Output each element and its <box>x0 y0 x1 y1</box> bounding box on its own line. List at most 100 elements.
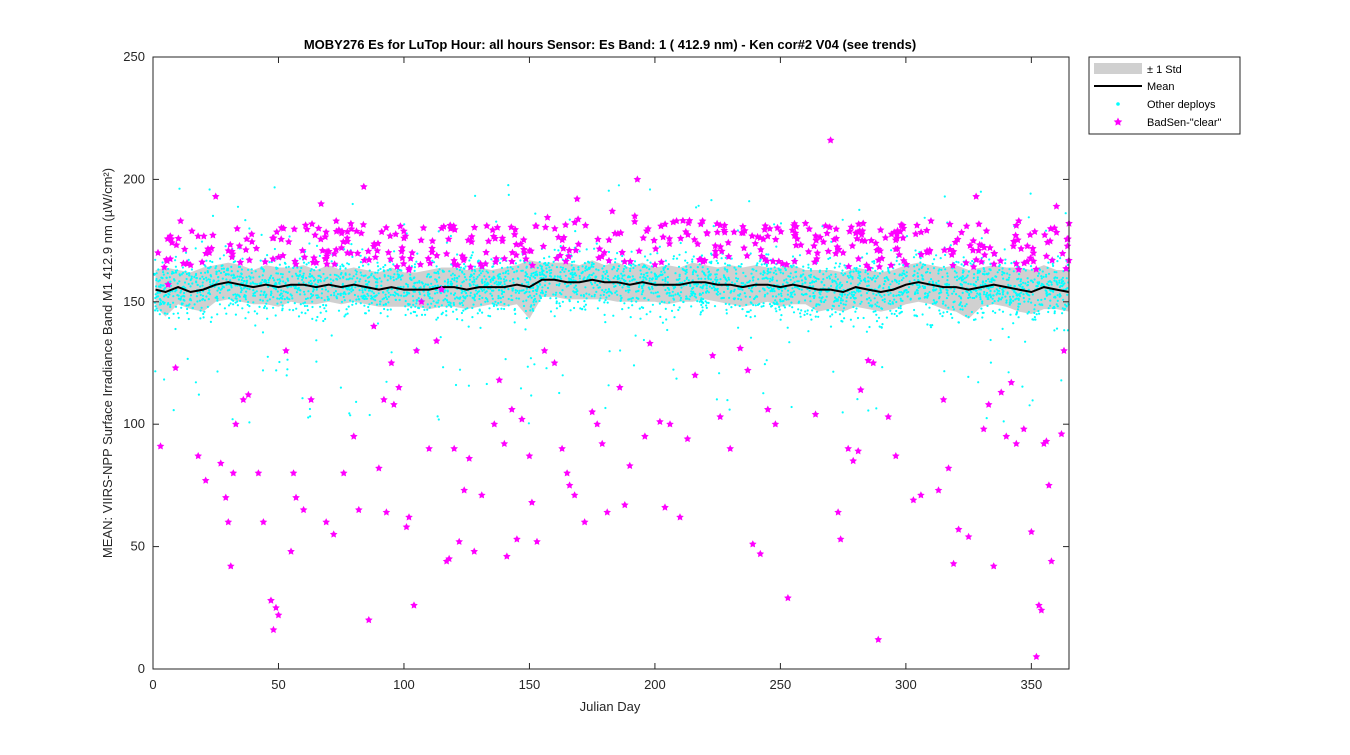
other-deploys-point <box>813 275 816 278</box>
badsen-clear-point <box>390 400 398 408</box>
other-deploys-point <box>938 309 941 312</box>
other-deploys-point <box>458 368 462 371</box>
other-deploys-point <box>775 301 778 304</box>
other-deploys-point <box>650 271 653 274</box>
other-deploys-point <box>573 260 576 263</box>
other-deploys-point <box>1060 379 1063 382</box>
other-deploys-point <box>225 283 228 286</box>
other-deploys-point <box>965 276 968 279</box>
other-deploys-point <box>306 309 309 312</box>
other-deploys-point <box>883 300 886 303</box>
other-deploys-point <box>169 303 172 306</box>
other-deploys-point <box>525 281 528 284</box>
other-deploys-point <box>286 358 289 361</box>
other-deploys-point <box>809 313 812 316</box>
other-deploys-point <box>845 296 848 299</box>
other-deploys-point <box>772 271 776 274</box>
other-deploys-point <box>674 293 677 296</box>
other-deploys-point <box>922 263 925 266</box>
badsen-clear-point <box>878 254 886 262</box>
other-deploys-point <box>628 280 631 283</box>
other-deploys-point <box>881 270 884 273</box>
other-deploys-point <box>449 304 452 307</box>
other-deploys-point <box>928 280 931 283</box>
badsen-clear-point <box>621 501 629 509</box>
other-deploys-point <box>315 360 318 363</box>
other-deploys-point <box>751 276 754 279</box>
other-deploys-point <box>1053 270 1056 274</box>
other-deploys-point <box>815 277 819 280</box>
other-deploys-point <box>607 290 610 293</box>
other-deploys-point <box>1027 216 1030 219</box>
other-deploys-point <box>359 261 362 264</box>
other-deploys-point <box>411 295 414 298</box>
other-deploys-point <box>593 247 596 250</box>
other-deploys-point <box>302 302 305 305</box>
other-deploys-point <box>445 299 449 302</box>
other-deploys-point <box>272 277 275 280</box>
other-deploys-point <box>212 279 216 282</box>
other-deploys-point <box>629 316 632 319</box>
other-deploys-point <box>889 309 892 312</box>
other-deploys-point <box>616 293 619 296</box>
badsen-clear-point <box>325 247 333 255</box>
other-deploys-point <box>839 302 843 305</box>
other-deploys-point <box>765 263 769 266</box>
other-deploys-point <box>582 278 585 281</box>
other-deploys-point <box>905 275 908 278</box>
other-deploys-point <box>163 301 166 304</box>
other-deploys-point <box>939 287 942 290</box>
other-deploys-point <box>244 219 247 222</box>
badsen-clear-point <box>156 442 165 450</box>
badsen-clear-point <box>980 243 988 251</box>
other-deploys-point <box>979 284 982 287</box>
other-deploys-point <box>804 278 807 281</box>
other-deploys-point <box>878 284 881 287</box>
other-deploys-point <box>247 311 250 314</box>
other-deploys-point <box>474 194 477 197</box>
other-deploys-point <box>988 294 991 297</box>
other-deploys-point <box>834 280 837 283</box>
other-deploys-point <box>620 296 623 299</box>
other-deploys-point <box>790 301 793 304</box>
other-deploys-point <box>281 276 284 279</box>
other-deploys-point <box>453 274 456 277</box>
other-deploys-point <box>1061 276 1065 279</box>
other-deploys-point <box>853 301 856 304</box>
other-deploys-point <box>155 272 158 275</box>
other-deploys-point <box>668 288 671 291</box>
other-deploys-point <box>285 374 288 377</box>
badsen-clear-point <box>563 469 571 477</box>
other-deploys-point <box>290 285 293 288</box>
other-deploys-point <box>678 306 681 309</box>
other-deploys-point <box>858 282 861 285</box>
other-deploys-point <box>559 305 562 308</box>
other-deploys-point <box>849 318 853 321</box>
badsen-clear-point <box>364 247 373 255</box>
other-deploys-point <box>377 292 380 295</box>
other-deploys-point <box>389 308 392 311</box>
badsen-clear-point <box>608 207 617 215</box>
badsen-clear-point <box>756 233 764 241</box>
other-deploys-point <box>725 278 728 281</box>
other-deploys-point <box>864 269 867 272</box>
other-deploys-point <box>484 300 487 303</box>
other-deploys-point <box>735 272 738 275</box>
other-deploys-point <box>817 278 820 281</box>
other-deploys-point <box>248 421 251 424</box>
other-deploys-point <box>696 274 699 277</box>
other-deploys-point <box>528 290 531 294</box>
badsen-clear-point <box>748 232 756 240</box>
other-deploys-point <box>360 295 363 298</box>
other-deploys-point <box>960 297 963 300</box>
badsen-clear-point <box>393 262 401 270</box>
other-deploys-point <box>789 278 792 281</box>
other-deploys-point <box>493 282 496 285</box>
badsen-clear-point <box>164 280 172 288</box>
other-deploys-point <box>505 279 508 282</box>
other-deploys-point <box>561 268 564 271</box>
other-deploys-point <box>714 278 717 281</box>
badsen-clear-point <box>990 249 998 257</box>
other-deploys-point <box>1007 371 1010 374</box>
